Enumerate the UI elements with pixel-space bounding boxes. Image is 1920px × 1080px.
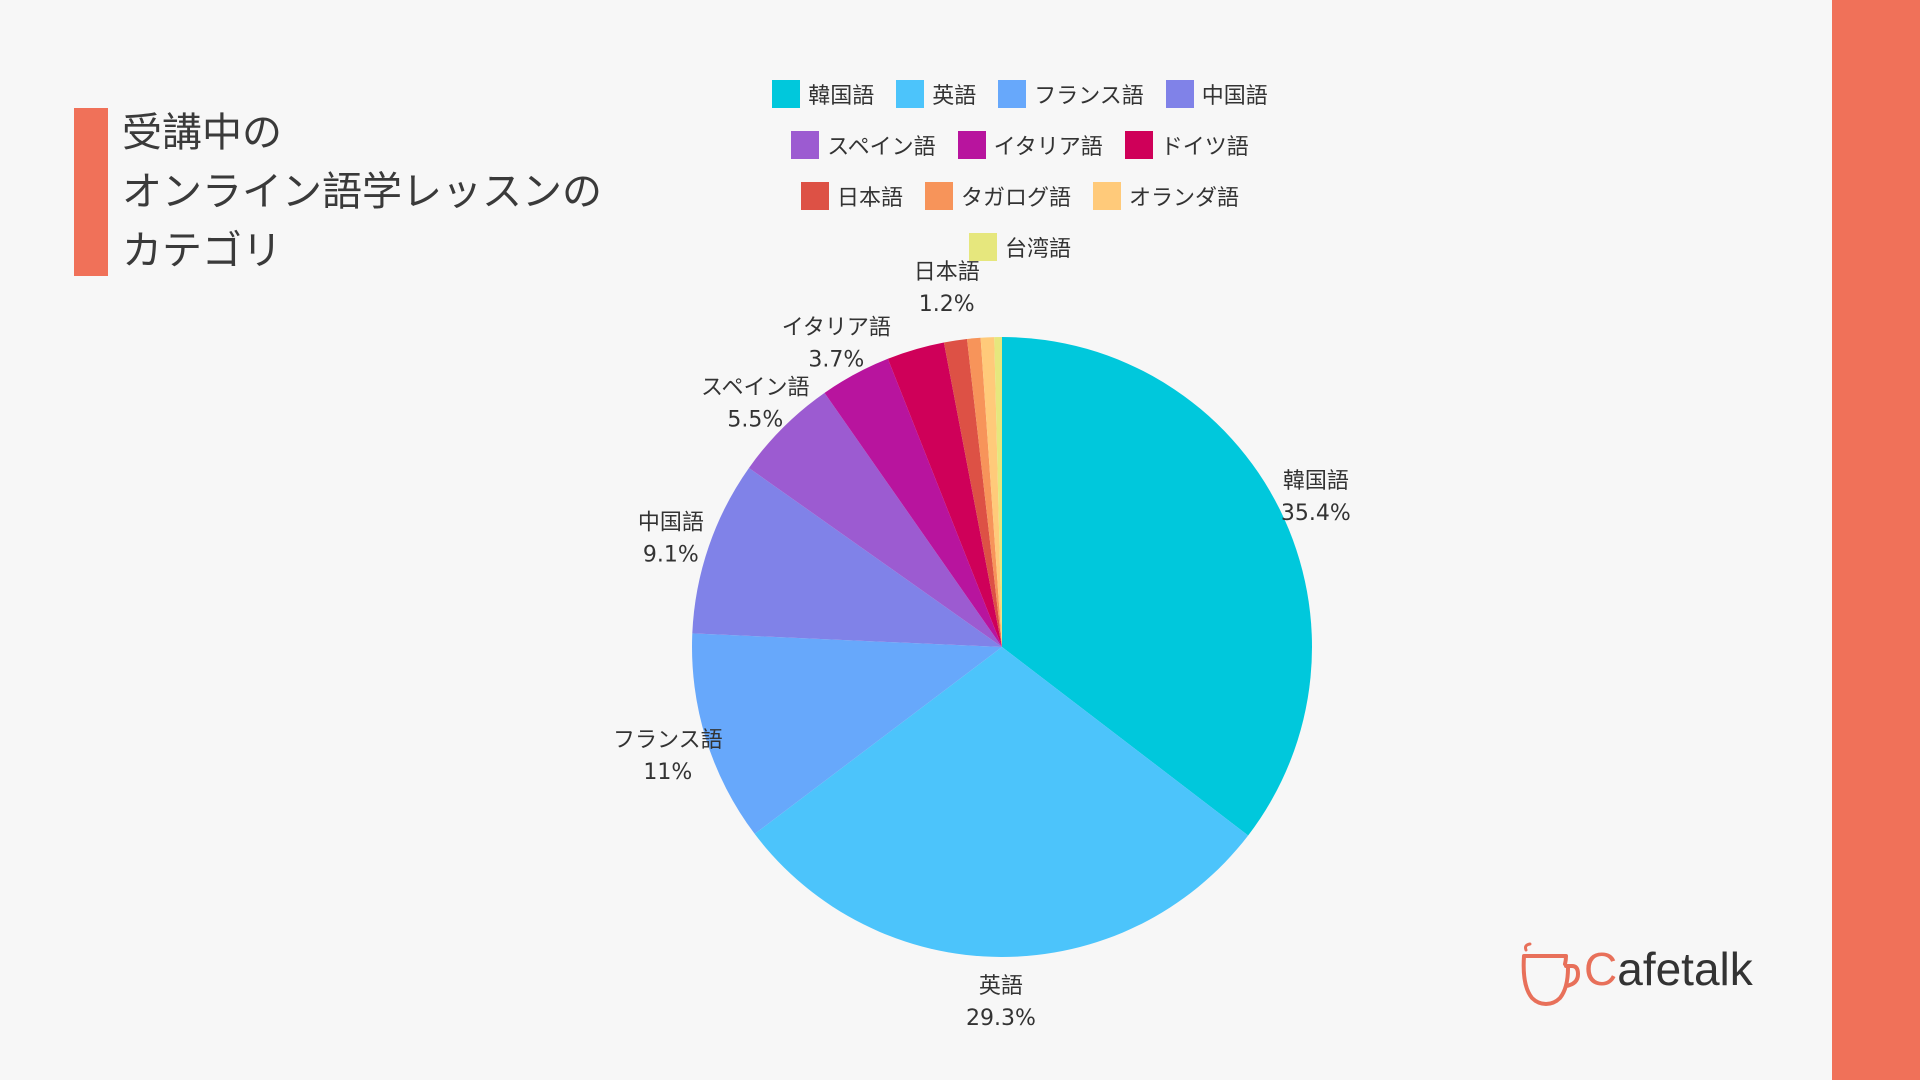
legend-swatch [957, 130, 986, 159]
slice-label-name: フランス語 [613, 728, 723, 753]
legend-label: 英語 [932, 83, 977, 109]
pie-slice[interactable] [692, 467, 1002, 647]
legend-swatch [1124, 130, 1153, 159]
slice-label-name: 日本語 [914, 260, 980, 285]
pie-slice[interactable] [1002, 337, 1312, 836]
pie-slice[interactable] [691, 633, 1002, 834]
pie-slice[interactable] [967, 337, 1002, 647]
legend-item[interactable]: イタリア語 [957, 129, 1103, 161]
legend-swatch [998, 79, 1027, 108]
pie-slice[interactable] [980, 337, 1002, 647]
slice-label-name: スペイン語 [701, 376, 809, 401]
legend-label: オランダ語 [1129, 185, 1240, 211]
slice-label-value: 1.2% [919, 292, 975, 317]
legend-swatch [924, 181, 953, 210]
chart-legend: 韓国語 英語 フランス語 中国語スペイン語 イタリア語 ドイツ語日本語 タガログ語 オランダ語… [640, 68, 1400, 272]
legend-swatch [800, 181, 829, 210]
slice-label-value: 3.7% [808, 348, 864, 373]
slice-label-value: 29.3% [966, 1006, 1036, 1031]
cafetalk-logo: Cafetalk [1516, 940, 1756, 1010]
page-title: 受講中の オンライン語学レッスンの カテゴリ [122, 104, 682, 281]
title-line-2: オンライン語学レッスンの [122, 169, 602, 215]
legend-item[interactable]: スペイン語 [791, 129, 936, 161]
slice-label-value: 9.1% [643, 543, 699, 568]
title-accent-bar [74, 108, 108, 276]
legend-item[interactable]: 英語 [896, 78, 976, 110]
legend-row: 台湾語 [640, 221, 1400, 272]
pie-slice[interactable] [824, 358, 1002, 647]
logo-wordmark: Cafetalk [1584, 943, 1753, 995]
legend-item[interactable]: オランダ語 [1093, 180, 1239, 212]
slice-label-name: イタリア語 [782, 316, 891, 341]
legend-swatch [1093, 181, 1121, 210]
legend-swatch [791, 130, 820, 159]
legend-row: 日本語 タガログ語 オランダ語 [640, 170, 1400, 221]
coffee-cup-icon [1521, 942, 1580, 1006]
legend-item[interactable]: 韓国語 [772, 78, 874, 110]
legend-row: 韓国語 英語 フランス語 中国語 [640, 68, 1400, 119]
legend-label: 韓国語 [808, 83, 875, 109]
legend-label: スペイン語 [827, 134, 936, 160]
legend-swatch [1165, 79, 1194, 108]
slice-label-value: 35.4% [1281, 501, 1351, 526]
legend-label: 日本語 [836, 185, 903, 211]
pie-slice[interactable] [994, 337, 1002, 647]
legend-item[interactable]: ドイツ語 [1124, 129, 1249, 161]
slice-label-value: 11% [643, 760, 692, 785]
legend-item[interactable]: 日本語 [800, 180, 903, 212]
title-line-3: カテゴリ [122, 228, 282, 274]
slice-label-name: 中国語 [638, 511, 704, 536]
pie-slice[interactable] [754, 647, 1249, 957]
legend-label: フランス語 [1034, 83, 1144, 109]
legend-swatch [968, 232, 997, 261]
legend-label: タガログ語 [960, 185, 1071, 211]
legend-item[interactable]: タガログ語 [924, 180, 1071, 212]
legend-row: スペイン語 イタリア語 ドイツ語 [640, 119, 1400, 170]
legend-label: 中国語 [1201, 83, 1268, 109]
right-accent-bar [1832, 0, 1920, 1080]
pie-slice[interactable] [943, 338, 1002, 647]
legend-item[interactable]: 台湾語 [968, 231, 1071, 263]
legend-label: 台湾語 [1004, 236, 1071, 262]
legend-swatch [772, 79, 801, 108]
slice-label-value: 5.5% [727, 408, 783, 433]
legend-item[interactable]: フランス語 [998, 78, 1144, 110]
legend-item[interactable]: 中国語 [1165, 78, 1268, 110]
legend-label: ドイツ語 [1160, 134, 1249, 160]
legend-swatch [896, 79, 925, 108]
slice-label-name: 韓国語 [1283, 469, 1349, 494]
legend-label: イタリア語 [993, 134, 1103, 160]
pie-slice[interactable] [748, 392, 1002, 647]
pie-slice[interactable] [887, 342, 1002, 647]
slice-label-name: 英語 [979, 974, 1023, 999]
title-line-1: 受講中の [122, 110, 282, 156]
